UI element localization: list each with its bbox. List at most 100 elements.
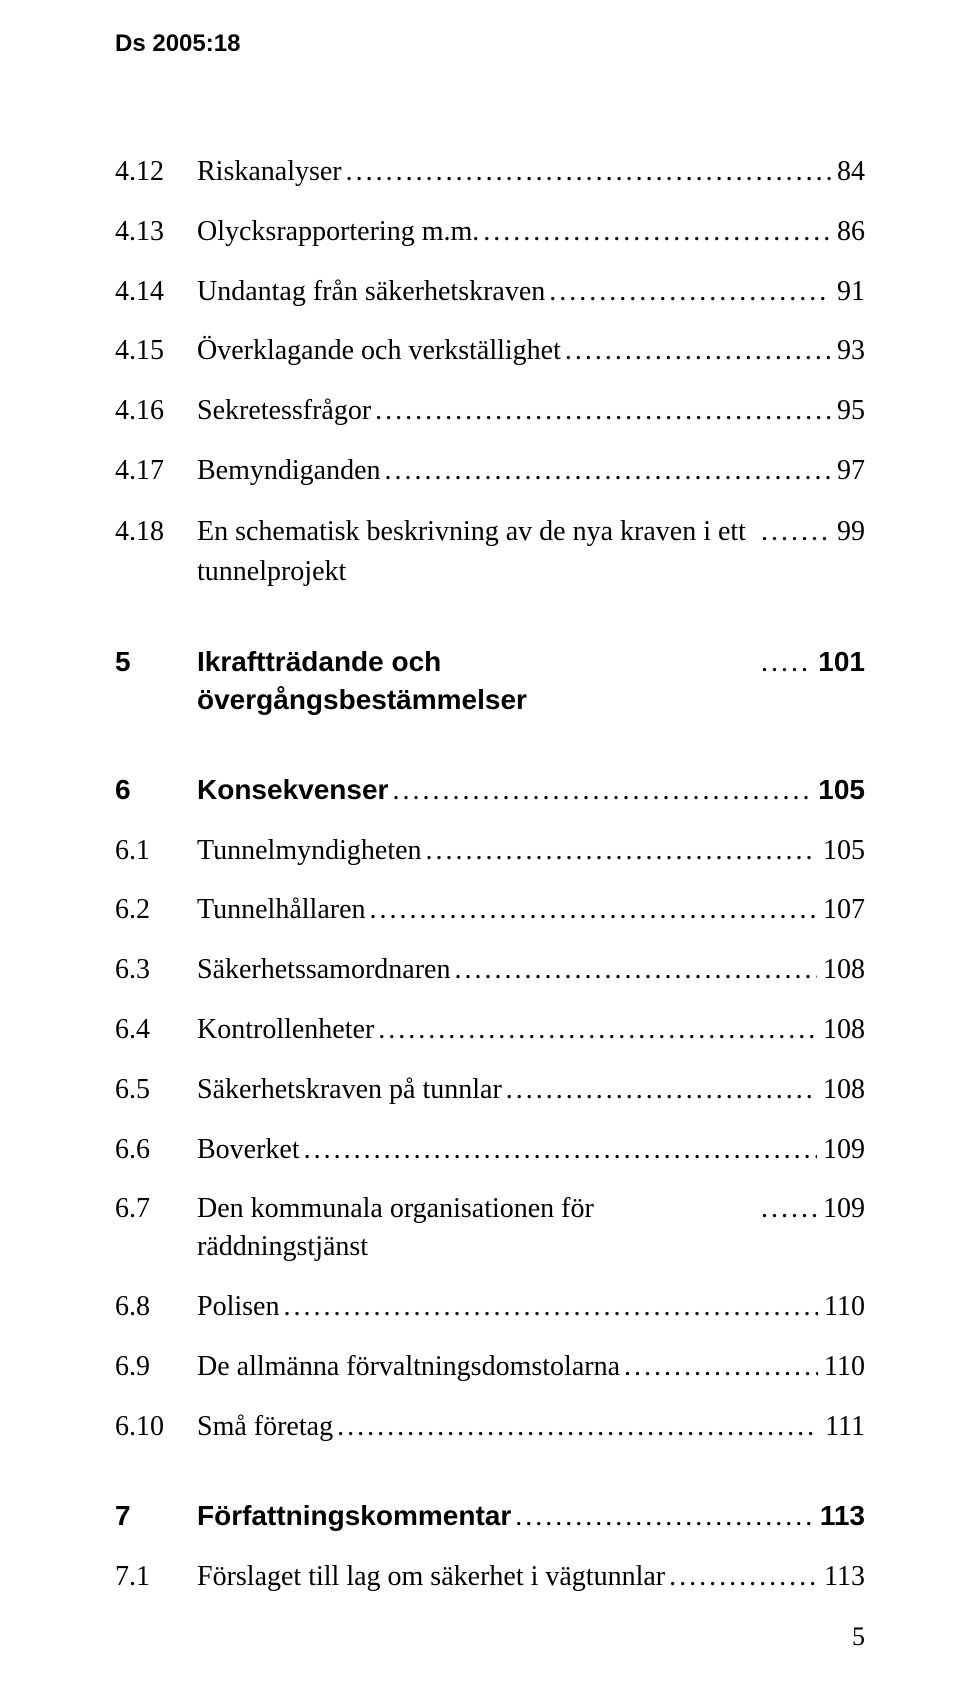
toc-entry: 6.7Den kommunala organisationen för rädd… <box>115 1190 865 1266</box>
toc-entry-title: Kontrollenheter <box>197 1011 374 1049</box>
toc-entry-page: 99 <box>831 513 865 551</box>
toc-entry: 6.9De allmänna förvaltningsdomstolarna11… <box>115 1348 865 1386</box>
toc-entry-page: 110 <box>818 1288 865 1326</box>
toc-entry-title: Den kommunala organisationen för räddnin… <box>197 1190 757 1266</box>
toc-entry: 4.15Överklagande och verkställighet 93 <box>115 332 865 370</box>
toc-entry-title: Riskanalyser <box>197 153 342 191</box>
toc-entry: 4.12Riskanalyser84 <box>115 153 865 191</box>
toc-entry-title: De allmänna förvaltningsdomstolarna <box>197 1348 620 1386</box>
toc-entry-page: 101 <box>812 643 865 681</box>
toc-entry-number: 6 <box>115 771 197 809</box>
toc-entry-title: En schematisk beskrivning av de nya krav… <box>197 512 757 592</box>
toc-entry-page: 113 <box>818 1558 865 1596</box>
toc-entry-page: 113 <box>814 1497 865 1535</box>
toc-entry-number: 5 <box>115 643 197 681</box>
toc-leader-dots <box>371 392 831 430</box>
toc-entry-number: 6.2 <box>115 891 197 929</box>
toc-entry-title: Undantag från säkerhetskraven <box>197 273 545 311</box>
toc-entry-page: 93 <box>831 332 865 370</box>
toc-entry-title: Överklagande och verkställighet <box>197 332 561 370</box>
toc-entry-title: Sekretessfrågor <box>197 392 371 430</box>
toc-entry-title: Säkerhetssamordnaren <box>197 951 450 989</box>
toc-entry-page: 108 <box>817 951 865 989</box>
toc-entry-page: 91 <box>831 273 865 311</box>
toc-leader-dots <box>381 452 831 490</box>
toc-entry: 7Författningskommentar 113 <box>115 1497 865 1536</box>
toc-leader-dots <box>502 1071 817 1109</box>
toc-entry-title: Olycksrapportering m.m. <box>197 213 479 251</box>
toc-entry-title: Konsekvenser <box>197 771 388 809</box>
toc-entry-page: 108 <box>817 1071 865 1109</box>
toc-entry-title: Tunnelhållaren <box>197 891 366 929</box>
toc-entry-number: 6.6 <box>115 1131 197 1169</box>
toc-entry-page: 111 <box>819 1408 865 1446</box>
toc-entry-title: Säkerhetskraven på tunnlar <box>197 1071 502 1109</box>
toc-leader-dots <box>545 273 831 311</box>
toc-entry-title: Förslaget till lag om säkerhet i vägtunn… <box>197 1558 665 1596</box>
toc-entry-number: 4.17 <box>115 452 197 490</box>
toc-entry: 5Ikraftträdande och övergångsbestämmelse… <box>115 643 865 719</box>
toc-entry: 6.5Säkerhetskraven på tunnlar 108 <box>115 1071 865 1109</box>
toc-leader-dots <box>300 1131 817 1169</box>
toc-entry-title: Boverket <box>197 1131 300 1169</box>
document-header: Ds 2005:18 <box>115 30 865 58</box>
toc-entry-number: 6.3 <box>115 951 197 989</box>
toc-entry: 6.2Tunnelhållaren 107 <box>115 891 865 929</box>
toc-entry-page: 95 <box>831 392 865 430</box>
toc-entry-title: Polisen <box>197 1288 279 1326</box>
toc-entry: 4.18En schematisk beskrivning av de nya … <box>115 512 865 592</box>
toc-entry-number: 7.1 <box>115 1558 197 1596</box>
toc-entry-number: 4.13 <box>115 213 197 251</box>
toc-entry-title: Bemyndiganden <box>197 452 381 490</box>
toc-entry: 6.3Säkerhetssamordnaren 108 <box>115 951 865 989</box>
toc-entry-title: Tunnelmyndigheten <box>197 832 422 870</box>
toc-leader-dots <box>342 153 831 191</box>
toc-entry-page: 97 <box>831 452 865 490</box>
toc-entry-page: 108 <box>817 1011 865 1049</box>
toc-leader-dots <box>561 332 831 370</box>
toc-entry-page: 86 <box>831 213 865 251</box>
toc-entry-number: 6.9 <box>115 1348 197 1386</box>
toc-entry-title: Författningskommentar <box>197 1497 511 1535</box>
toc-entry: 6.1Tunnelmyndigheten105 <box>115 832 865 870</box>
toc-entry-page: 107 <box>817 891 865 929</box>
toc-leader-dots <box>450 951 817 989</box>
toc-entry-number: 4.18 <box>115 513 197 551</box>
toc-leader-dots <box>620 1348 818 1386</box>
toc-leader-dots <box>757 644 812 682</box>
toc-leader-dots <box>388 772 812 810</box>
toc-entry-number: 6.5 <box>115 1071 197 1109</box>
toc-entry: 4.13Olycksrapportering m.m. 86 <box>115 213 865 251</box>
toc-entry: 6.4Kontrollenheter 108 <box>115 1011 865 1049</box>
toc-entry: 6.6Boverket 109 <box>115 1131 865 1169</box>
toc-entry-number: 6.7 <box>115 1190 197 1228</box>
toc-entry-number: 4.16 <box>115 392 197 430</box>
toc-entry-number: 6.4 <box>115 1011 197 1049</box>
toc-entry-number: 6.8 <box>115 1288 197 1326</box>
toc-entry-page: 105 <box>817 832 865 870</box>
section-gap <box>115 613 865 643</box>
toc-entry-number: 4.15 <box>115 332 197 370</box>
page-number: 5 <box>852 1622 865 1652</box>
toc-entry: 4.14Undantag från säkerhetskraven 91 <box>115 273 865 311</box>
toc-leader-dots <box>366 891 818 929</box>
section-gap <box>115 741 865 771</box>
toc-entry: 6.8Polisen 110 <box>115 1288 865 1326</box>
toc-entry: 7.1Förslaget till lag om säkerhet i vägt… <box>115 1558 865 1596</box>
toc-leader-dots <box>333 1408 819 1446</box>
toc-entry-page: 84 <box>831 153 865 191</box>
toc-leader-dots <box>422 832 817 870</box>
toc-entry-number: 7 <box>115 1497 197 1535</box>
toc-entry-number: 6.10 <box>115 1408 197 1446</box>
toc-leader-dots <box>374 1011 817 1049</box>
toc-leader-dots <box>279 1288 818 1326</box>
toc-leader-dots <box>479 213 831 251</box>
toc-entry-page: 109 <box>817 1131 865 1169</box>
toc-leader-dots <box>665 1558 818 1596</box>
toc-entry-title: Ikraftträdande och övergångsbestämmelser <box>197 643 757 719</box>
toc-entry-page: 109 <box>817 1190 865 1228</box>
toc-entry: 4.17Bemyndiganden 97 <box>115 452 865 490</box>
toc-entry-number: 4.14 <box>115 273 197 311</box>
toc-entry: 6Konsekvenser105 <box>115 771 865 810</box>
table-of-contents: 4.12Riskanalyser844.13Olycksrapportering… <box>115 153 865 1596</box>
